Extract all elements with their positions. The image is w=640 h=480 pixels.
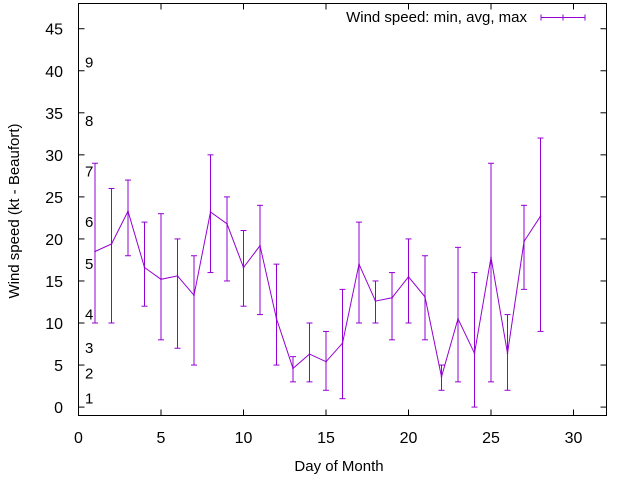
beaufort-label: 2 (85, 365, 93, 382)
beaufort-label: 4 (85, 307, 93, 324)
data-point (209, 211, 212, 213)
x-tick-label: 30 (565, 430, 583, 447)
y-tick-label: 15 (45, 274, 63, 291)
y-tick-label: 5 (54, 358, 63, 375)
average-line (94, 209, 541, 377)
x-tick-label: 25 (482, 430, 500, 447)
x-tick-label: 15 (317, 430, 335, 447)
beaufort-label: 1 (85, 391, 93, 408)
data-point (308, 353, 311, 355)
data-point (424, 296, 426, 298)
data-point (391, 296, 393, 299)
data-point (506, 352, 509, 355)
y-tick-label: 10 (45, 316, 63, 333)
x-axis-title: Day of Month (294, 458, 383, 475)
data-point (490, 256, 492, 259)
y-tick-label: 40 (45, 64, 63, 81)
data-point (94, 250, 96, 253)
x-tick-label: 5 (157, 430, 166, 447)
beaufort-label: 3 (85, 340, 93, 357)
data-point (358, 263, 360, 265)
beaufort-label: 8 (85, 113, 93, 130)
legend-swatch (540, 14, 586, 21)
data-point (193, 294, 195, 297)
data-point (374, 300, 377, 302)
x-tick-label: 20 (400, 430, 418, 447)
data-point (160, 278, 162, 281)
beaufort-label: 5 (85, 256, 93, 273)
data-point (226, 222, 228, 225)
beaufort-labels: 1 2 3 4 5 6 7 8 9 (85, 54, 93, 407)
x-tick-label: 10 (235, 430, 253, 447)
data-point (457, 318, 459, 320)
beaufort-label: 6 (85, 214, 93, 231)
y-tick-label: 0 (54, 400, 63, 417)
data-point (523, 240, 525, 243)
data-point (143, 266, 146, 269)
data-point (539, 215, 542, 218)
legend: Wind speed: min, avg, max (346, 9, 586, 26)
data-point (325, 360, 327, 363)
data-point (473, 352, 476, 355)
data-point (275, 318, 278, 320)
beaufort-label: 7 (85, 164, 93, 181)
data-point (440, 376, 443, 378)
legend-text: Wind speed: min, avg, max (346, 9, 527, 26)
y-tick-label: 20 (45, 232, 63, 249)
beaufort-label: 9 (85, 54, 93, 71)
data-point (110, 243, 113, 245)
data-point (242, 266, 245, 269)
x-tick-label: 0 (74, 430, 83, 447)
y-tick-label: 35 (45, 106, 63, 123)
data-point (176, 275, 179, 277)
data-point (127, 210, 129, 212)
data-point (292, 367, 294, 370)
series-layer (92, 137, 544, 408)
y-tick-label: 45 (45, 22, 63, 39)
data-point (407, 275, 410, 278)
data-point (259, 244, 261, 247)
y-tick-label: 25 (45, 190, 63, 207)
plot-frame (78, 3, 607, 416)
y-tick-label: 30 (45, 148, 63, 165)
y-axis-title: Wind speed (kt - Beaufort) (6, 123, 23, 298)
data-point (341, 342, 344, 344)
